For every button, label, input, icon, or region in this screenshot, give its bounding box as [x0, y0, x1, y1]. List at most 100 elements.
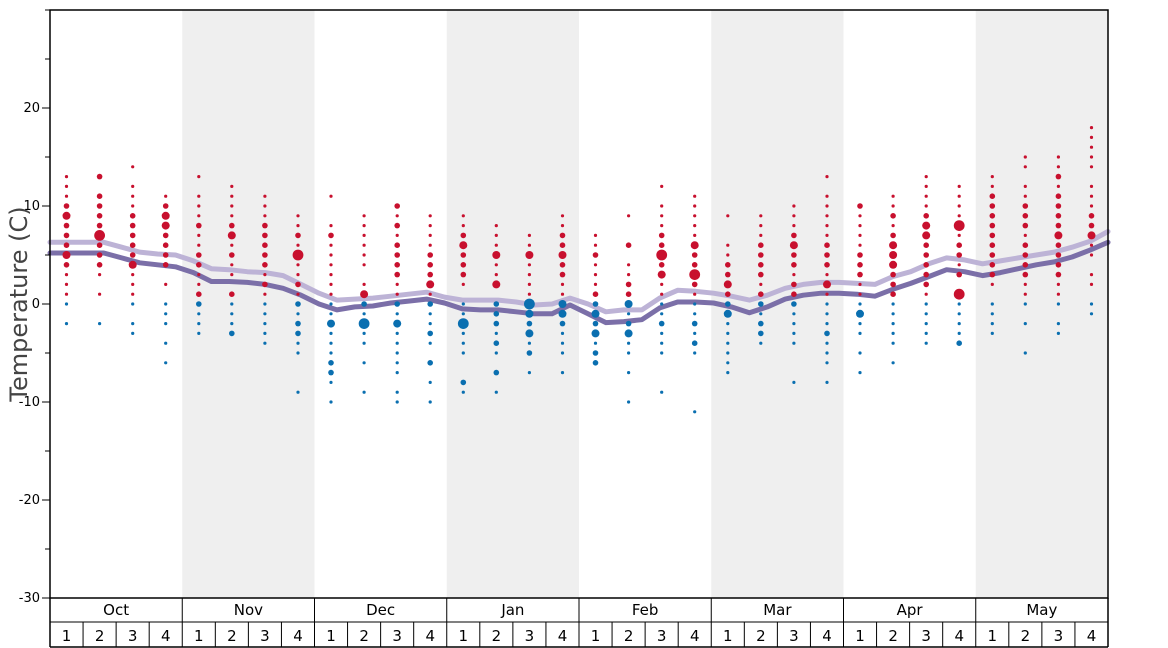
week-label: 4 — [558, 627, 568, 645]
warm-temp-dot — [1055, 242, 1062, 248]
cold-temp-dot — [627, 351, 631, 355]
warm-temp-dot — [262, 252, 268, 258]
warm-temp-dot — [525, 251, 534, 259]
warm-temp-dot — [494, 233, 498, 237]
cold-temp-dot — [263, 331, 267, 335]
warm-temp-dot — [889, 260, 898, 269]
warm-temp-dot — [1089, 184, 1094, 188]
warm-temp-dot — [96, 173, 103, 180]
y-tick-label: 20 — [23, 101, 40, 116]
warm-temp-dot — [922, 221, 931, 230]
cold-temp-dot — [625, 320, 632, 327]
week-label: 1 — [591, 627, 601, 645]
cold-temp-dot — [825, 312, 829, 316]
warm-temp-dot — [693, 224, 697, 228]
cold-temp-dot — [759, 312, 763, 316]
warm-temp-dot — [394, 242, 401, 248]
warm-temp-dot — [162, 252, 169, 258]
warm-temp-dot — [889, 251, 898, 259]
warm-temp-dot — [1023, 233, 1027, 237]
cold-temp-dot — [627, 341, 631, 345]
warm-temp-dot — [891, 224, 895, 228]
warm-temp-dot — [691, 262, 698, 268]
warm-temp-dot — [428, 233, 432, 237]
week-label: 3 — [525, 627, 535, 645]
temperature-dots — [62, 126, 1096, 414]
cold-temp-dot — [295, 330, 301, 337]
cold-temp-dot — [792, 341, 796, 345]
cold-temp-dot — [493, 369, 500, 376]
cold-temp-dot — [428, 341, 432, 345]
cold-temp-dot — [526, 320, 533, 327]
warm-temp-dot — [858, 292, 862, 296]
week-label: 2 — [756, 627, 766, 645]
y-tick-label: 10 — [23, 199, 40, 214]
cold-temp-dot — [395, 331, 399, 335]
warm-temp-dot — [263, 204, 267, 208]
warm-temp-dot — [559, 242, 566, 248]
warm-temp-dot — [693, 214, 697, 218]
warm-temp-dot — [658, 262, 665, 268]
cold-temp-dot — [726, 351, 730, 355]
warm-temp-dot — [923, 213, 929, 219]
cold-temp-dot — [592, 301, 599, 307]
cold-temp-dot — [64, 322, 69, 326]
cold-temp-dot — [263, 341, 267, 345]
warm-temp-dot — [858, 282, 862, 286]
week-label: 2 — [624, 627, 634, 645]
month-label-feb: Feb — [632, 601, 659, 619]
cold-temp-dot — [660, 312, 664, 316]
cold-temp-dot — [693, 331, 697, 335]
warm-temp-dot — [329, 194, 333, 198]
warm-temp-dot — [1055, 173, 1062, 180]
warm-temp-dot — [460, 232, 467, 239]
warm-temp-dot — [824, 242, 830, 248]
cold-temp-dot — [726, 361, 730, 365]
warm-temp-dot — [857, 203, 863, 209]
cold-temp-dot — [461, 390, 465, 394]
warm-temp-dot — [758, 252, 764, 258]
warm-temp-dot — [427, 262, 434, 268]
cold-temp-dot — [461, 331, 465, 335]
warm-temp-dot — [923, 281, 929, 288]
cold-temp-dot — [957, 302, 961, 306]
cold-temp-dot — [358, 318, 370, 329]
warm-temp-dot — [957, 233, 961, 237]
week-label: 3 — [128, 627, 138, 645]
warm-temp-dot — [923, 242, 929, 248]
warm-temp-dot — [96, 203, 103, 209]
cold-temp-dot — [494, 390, 498, 394]
warm-temp-dot — [956, 271, 962, 278]
warm-temp-dot — [197, 204, 201, 208]
warm-temp-dot — [164, 282, 168, 286]
warm-temp-dot — [1089, 194, 1094, 198]
cold-temp-dot — [457, 318, 469, 329]
warm-temp-dot — [792, 224, 796, 228]
cold-temp-dot — [560, 331, 565, 335]
cold-temp-dot — [362, 390, 366, 394]
cold-temp-dot — [957, 322, 961, 326]
cold-temp-dot — [658, 320, 665, 327]
warm-temp-dot — [558, 251, 567, 259]
warm-temp-dot — [660, 282, 664, 286]
cold-temp-dot — [395, 361, 399, 365]
cold-temp-dot — [592, 320, 599, 327]
warm-temp-dot — [460, 271, 467, 278]
warm-temp-dot — [98, 273, 102, 277]
warm-temp-dot — [989, 222, 996, 229]
warm-temp-dot — [924, 204, 928, 208]
cold-temp-dot — [296, 351, 300, 355]
warm-temp-dot — [825, 204, 829, 208]
warm-temp-dot — [230, 194, 234, 198]
cold-temp-dot — [197, 331, 201, 335]
warm-temp-dot — [924, 292, 928, 296]
cold-temp-dot — [858, 322, 862, 326]
cold-temp-dot — [229, 330, 235, 337]
warm-temp-dot — [990, 184, 994, 188]
warm-temp-dot — [362, 214, 366, 218]
cold-temp-dot — [263, 312, 267, 316]
cold-temp-dot — [591, 329, 600, 338]
week-label: 2 — [359, 627, 369, 645]
warm-temp-dot — [627, 273, 631, 277]
warm-temp-dot — [460, 262, 467, 268]
